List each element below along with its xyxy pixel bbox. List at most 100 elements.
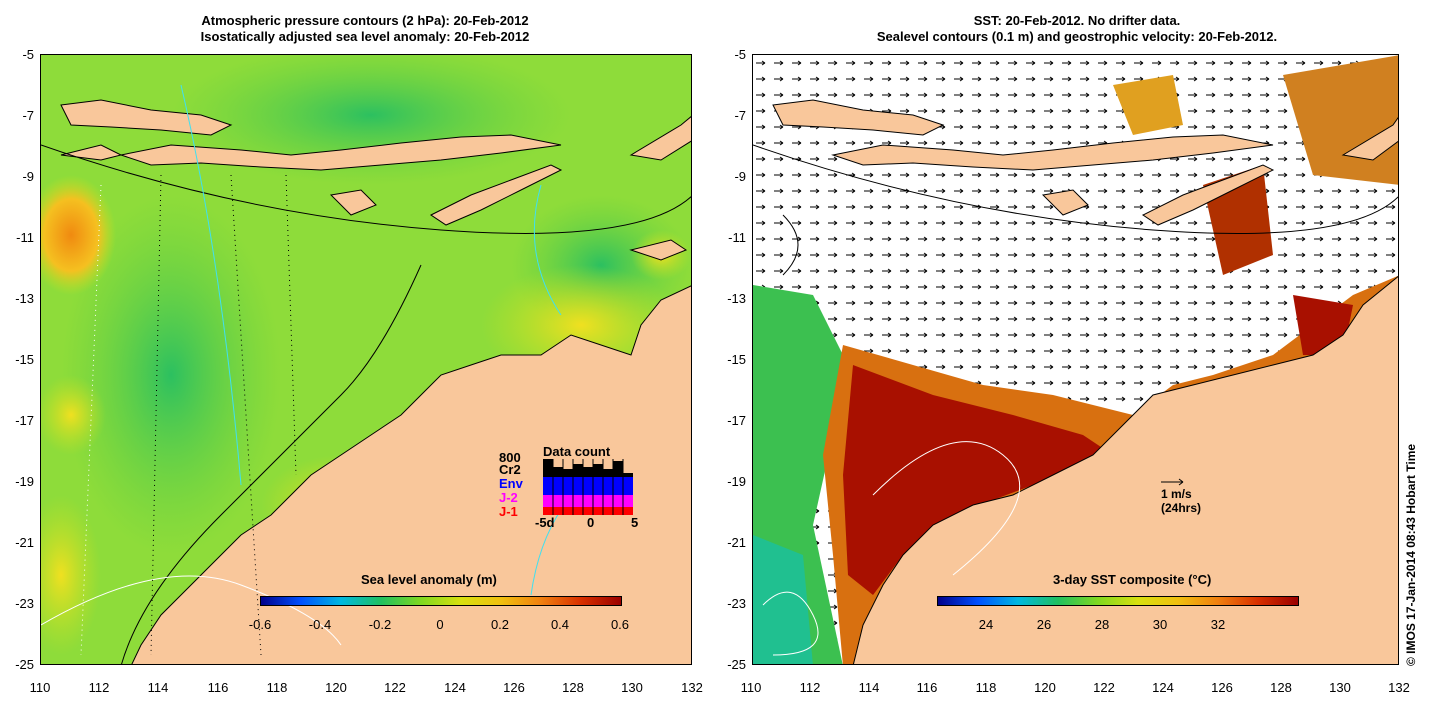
x-tick: 112 bbox=[799, 680, 821, 695]
hist-tick-minus5: -5d bbox=[535, 515, 555, 530]
sst-region-hot bbox=[843, 365, 1113, 595]
y-tick: -25 bbox=[727, 657, 746, 672]
dotted-contour bbox=[285, 174, 297, 476]
sla-tick: -0.6 bbox=[248, 617, 272, 632]
dotted-contour bbox=[150, 174, 162, 656]
pressure-contour bbox=[180, 84, 242, 486]
island-timor bbox=[1142, 164, 1275, 226]
hist-bar-j2 bbox=[543, 495, 633, 507]
australia-landmass bbox=[131, 285, 691, 664]
pressure-contour bbox=[533, 184, 562, 316]
imos-credit: © IMOS 17-Jan-2014 08:43 Hobart Time bbox=[1404, 443, 1418, 666]
sst-tick: 28 bbox=[1094, 617, 1110, 632]
x-tick: 114 bbox=[147, 680, 169, 695]
sst-tick: 32 bbox=[1210, 617, 1226, 632]
y-tick: -15 bbox=[15, 352, 34, 367]
sst-region-cool bbox=[753, 535, 813, 664]
sst-map bbox=[753, 55, 1398, 664]
x-tick: 116 bbox=[916, 680, 938, 695]
sla-tick: 0 bbox=[436, 617, 444, 632]
y-tick: -9 bbox=[22, 169, 34, 184]
sla-tick: -0.2 bbox=[368, 617, 392, 632]
y-tick: -17 bbox=[15, 413, 34, 428]
island-sumba bbox=[1041, 189, 1089, 216]
zero-contour bbox=[41, 575, 342, 646]
sla-colorbar bbox=[260, 596, 622, 606]
left-title: Atmospheric pressure contours (2 hPa): 2… bbox=[40, 13, 690, 45]
right-map-panel: 1 m/s (24hrs) 3-day SST composite (°C) 2… bbox=[752, 54, 1399, 665]
legend-env: Env bbox=[499, 476, 523, 491]
x-tick: 110 bbox=[740, 680, 762, 695]
data-count-title: Data count bbox=[543, 444, 611, 459]
island-flores bbox=[831, 134, 1274, 171]
data-count-max-label: 800 bbox=[499, 450, 521, 465]
island-north bbox=[1341, 116, 1398, 161]
y-tick: -5 bbox=[734, 47, 746, 62]
x-tick: 132 bbox=[1388, 680, 1410, 695]
sla-tick: -0.4 bbox=[308, 617, 332, 632]
x-tick: 130 bbox=[621, 680, 643, 695]
legend-cr2: Cr2 bbox=[499, 462, 521, 477]
velocity-scale-label: 1 m/s (24hrs) bbox=[1161, 487, 1201, 515]
y-tick: -21 bbox=[727, 535, 746, 550]
right-title: SST: 20-Feb-2012. No drifter data. Seale… bbox=[752, 13, 1402, 45]
sealevel-contour bbox=[872, 441, 1021, 576]
x-tick: 122 bbox=[384, 680, 406, 695]
sla-tick: 0.6 bbox=[610, 617, 630, 632]
dotted-contour bbox=[230, 174, 262, 656]
sst-tick: 24 bbox=[978, 617, 994, 632]
island-north bbox=[629, 116, 691, 161]
dotted-contour bbox=[80, 184, 102, 656]
legend-j2: J-2 bbox=[499, 490, 518, 505]
sst-colorbar bbox=[937, 596, 1299, 606]
x-tick: 118 bbox=[975, 680, 997, 695]
velocity-scale-line1: 1 m/s bbox=[1161, 487, 1192, 501]
x-tick: 130 bbox=[1329, 680, 1351, 695]
x-tick: 124 bbox=[1152, 680, 1174, 695]
y-tick: -23 bbox=[727, 596, 746, 611]
left-map-panel: 800 Data count Cr2 Env J-2 J-1 -5d 0 5 S… bbox=[40, 54, 692, 665]
sealevel-contour bbox=[782, 214, 799, 276]
y-tick: -19 bbox=[15, 474, 34, 489]
x-tick: 110 bbox=[29, 680, 51, 695]
sla-tick: 0.4 bbox=[550, 617, 570, 632]
data-count-histogram bbox=[543, 459, 633, 515]
hist-bar-j1 bbox=[543, 507, 633, 515]
y-tick: -11 bbox=[16, 230, 34, 245]
y-tick: -13 bbox=[15, 291, 34, 306]
island-java bbox=[772, 99, 945, 136]
y-tick: -11 bbox=[728, 230, 746, 245]
x-tick: 128 bbox=[1270, 680, 1292, 695]
sst-tick: 30 bbox=[1152, 617, 1168, 632]
y-tick: -25 bbox=[15, 657, 34, 672]
island-small bbox=[60, 144, 123, 161]
y-tick: -9 bbox=[734, 169, 746, 184]
sealevel-contour bbox=[762, 591, 819, 656]
right-title-line1: SST: 20-Feb-2012. No drifter data. bbox=[973, 13, 1181, 28]
hist-tick-5: 5 bbox=[631, 515, 639, 530]
x-tick: 114 bbox=[858, 680, 880, 695]
australia-landmass bbox=[852, 275, 1398, 664]
anomaly-blob bbox=[61, 195, 281, 555]
bathymetry-contour bbox=[41, 144, 691, 234]
x-tick: 126 bbox=[503, 680, 525, 695]
x-tick: 126 bbox=[1211, 680, 1233, 695]
island-se bbox=[629, 239, 688, 261]
sla-colorbar-label: Sea level anomaly (m) bbox=[361, 572, 497, 587]
hist-tick-0: 0 bbox=[587, 515, 595, 530]
left-title-line1: Atmospheric pressure contours (2 hPa): 2… bbox=[201, 13, 529, 28]
x-tick: 124 bbox=[444, 680, 466, 695]
x-tick: 122 bbox=[1093, 680, 1115, 695]
bathymetry-contour bbox=[121, 264, 422, 664]
y-tick: -7 bbox=[22, 108, 34, 123]
island-sumba bbox=[329, 189, 377, 216]
right-title-line2: Sealevel contours (0.1 m) and geostrophi… bbox=[876, 29, 1278, 44]
sst-tick: 26 bbox=[1036, 617, 1052, 632]
y-tick: -13 bbox=[727, 291, 746, 306]
x-tick: 112 bbox=[88, 680, 110, 695]
y-tick: -21 bbox=[15, 535, 34, 550]
sst-colorbar-label: 3-day SST composite (°C) bbox=[1053, 572, 1212, 587]
sst-region-warm bbox=[1113, 75, 1183, 135]
y-tick: -19 bbox=[727, 474, 746, 489]
island-timor bbox=[430, 164, 563, 226]
